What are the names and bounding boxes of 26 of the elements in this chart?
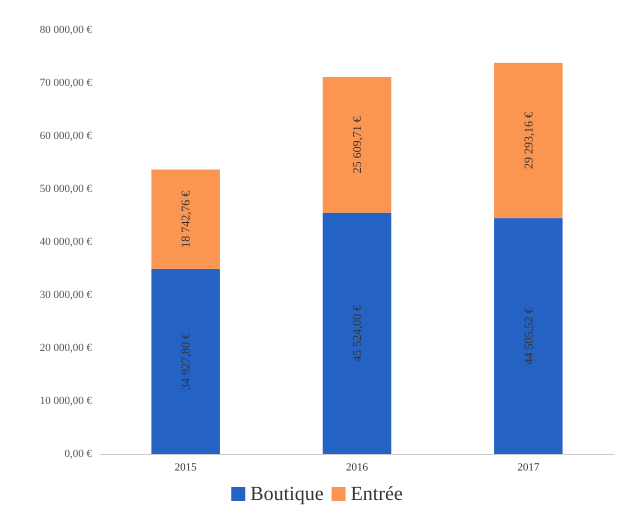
data-label: 34 927,80 € [178, 332, 193, 390]
data-label: 18 742,76 € [178, 190, 193, 248]
x-tick-label: 2016 [346, 462, 368, 474]
y-tick-label: 80 000,00 € [40, 24, 92, 36]
bar [151, 170, 220, 269]
x-tick-label: 2017 [517, 462, 540, 474]
y-tick-label: 60 000,00 € [40, 130, 92, 142]
bar [322, 76, 392, 213]
y-tick-label: 50 000,00 € [40, 183, 92, 195]
y-tick-label: 30 000,00 € [40, 289, 92, 301]
bar [494, 218, 563, 454]
bar [494, 62, 563, 218]
y-tick-label: 10 000,00 € [40, 395, 92, 407]
y-tick-label: 40 000,00 € [40, 236, 92, 248]
data-label: 45 524,00 € [350, 304, 364, 362]
data-label: 25 609,71 € [350, 116, 364, 174]
y-tick-label: 20 000,00 € [40, 342, 92, 354]
legend-label: Entrée [350, 483, 403, 505]
bar [322, 212, 392, 454]
y-tick-label: 0,00 € [64, 448, 92, 460]
legend-label: Boutique [250, 483, 324, 505]
data-label: 29 293,16 € [521, 112, 536, 169]
bar [151, 268, 220, 454]
data-label: 44 505,52 € [521, 308, 536, 365]
y-tick-label: 70 000,00 € [40, 77, 92, 89]
x-tick-label: 2015 [174, 462, 198, 474]
